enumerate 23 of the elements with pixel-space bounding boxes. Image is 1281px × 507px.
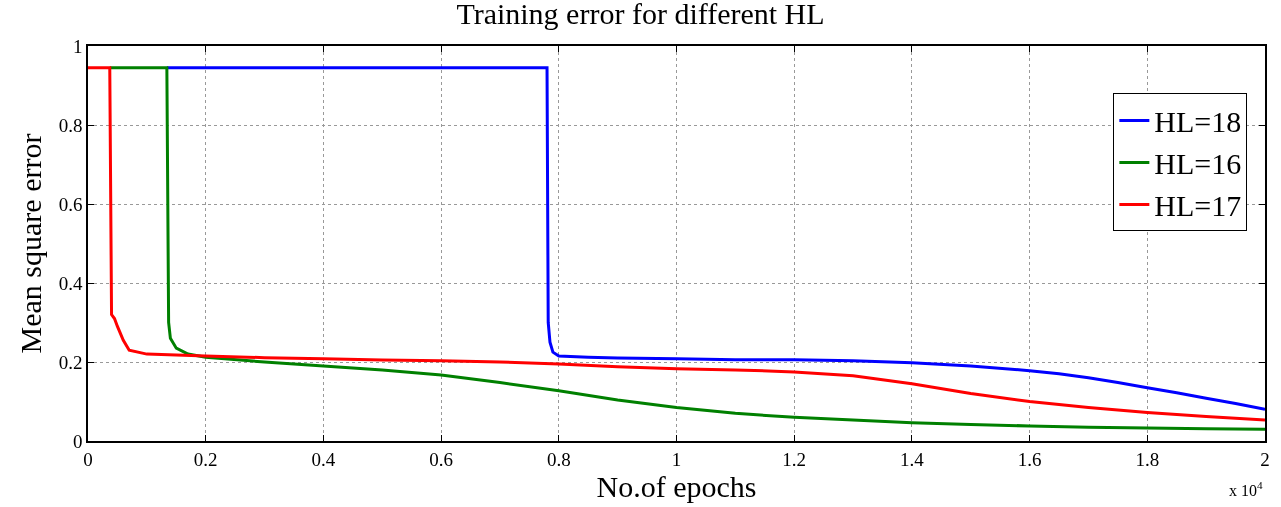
- legend-label: HL=16: [1154, 147, 1242, 181]
- y-tick-label: 0.8: [58, 114, 83, 136]
- y-tick-label: 0.2: [58, 351, 83, 373]
- y-axis-title: Mean square error: [14, 133, 48, 354]
- x-tick-label: 0.2: [193, 448, 218, 470]
- x-tick-label: 1: [671, 448, 682, 470]
- y-tick-label: 1: [72, 35, 83, 57]
- x-tick-label: 0.4: [311, 448, 336, 470]
- x-tick-label: 2: [1260, 448, 1270, 470]
- x-tick-label: 1.2: [782, 448, 807, 470]
- text: x 10$^{4}$: [1229, 479, 1263, 499]
- legend-label: HL=17: [1154, 189, 1242, 223]
- y-tick-label: 0: [72, 430, 83, 452]
- x-tick-label: 1.4: [900, 448, 925, 470]
- x-axis-title: No.of epochs: [596, 469, 757, 503]
- x-tick-label: 1.8: [1135, 448, 1160, 470]
- y-tick-label: 0.4: [58, 272, 83, 294]
- chart-title: Training error for different HL: [456, 0, 825, 30]
- y-tick-label: 0.6: [58, 193, 83, 215]
- x-tick-label: 1.6: [1017, 448, 1042, 470]
- x-tick-label: 0.6: [429, 448, 453, 470]
- x-tick-label: 0.8: [546, 448, 571, 470]
- legend-label: HL=18: [1154, 105, 1242, 139]
